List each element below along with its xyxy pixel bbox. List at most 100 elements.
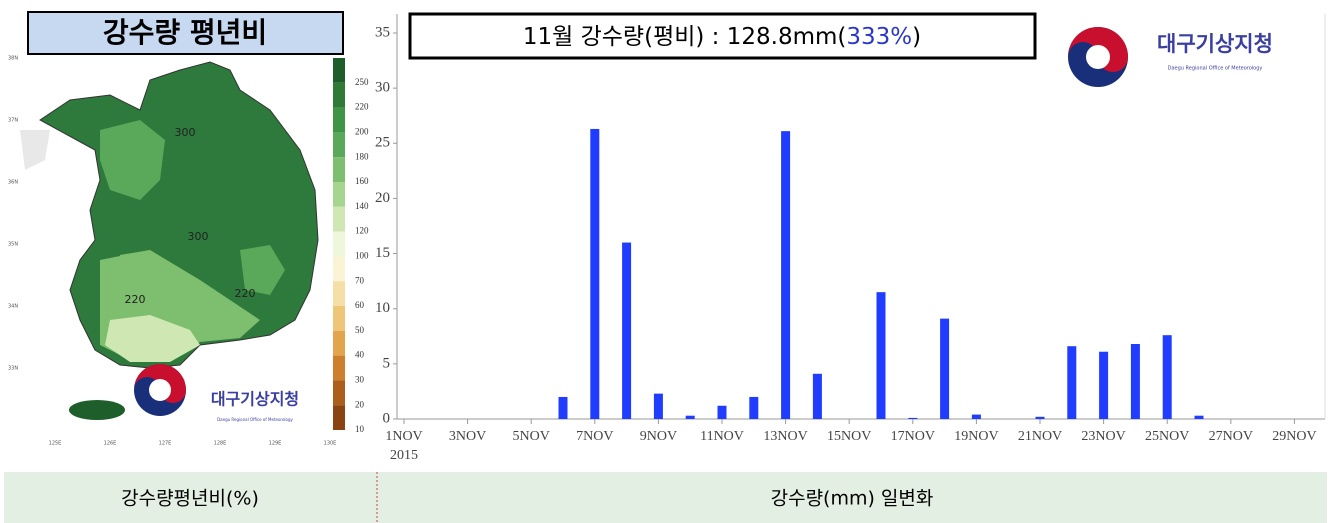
map-caption: 강수량평년비(%) <box>121 488 259 510</box>
bar <box>971 414 981 419</box>
colorbar-label: 10 <box>355 424 365 434</box>
y-tick-label: 0 <box>383 410 391 426</box>
bar <box>1130 344 1140 419</box>
caption-strip <box>4 472 1327 523</box>
x-tick-label: 9NOV <box>640 429 677 444</box>
y-tick-label: 15 <box>375 245 390 261</box>
colorbar-label: 40 <box>355 350 365 360</box>
map-logo-name: 대구기상지청 <box>211 390 299 409</box>
bar <box>1194 415 1204 419</box>
lon-label: 127E <box>159 441 172 447</box>
bar <box>812 373 822 419</box>
y-tick-label: 35 <box>375 24 390 40</box>
bar <box>908 417 918 419</box>
lat-label: 33N <box>8 366 18 372</box>
colorbar-swatch <box>333 330 345 356</box>
x-tick-label: 19NOV <box>954 429 998 444</box>
lon-label: 129E <box>269 441 282 447</box>
chart-title-close: ) <box>912 24 921 50</box>
colorbar-label: 60 <box>355 300 365 310</box>
colorbar-swatch <box>333 405 345 430</box>
colorbar-swatch <box>333 132 345 158</box>
bar <box>717 405 727 419</box>
bar <box>653 393 663 419</box>
y-tick-label: 20 <box>375 190 390 206</box>
x-tick-label: 29NOV <box>1272 429 1316 444</box>
x-tick-label: 15NOV <box>827 429 871 444</box>
map-logo-english: Daegu Regional Office of Meteorology <box>217 417 293 422</box>
map-title: 강수량 평년비 <box>103 16 267 49</box>
bar <box>1035 416 1045 419</box>
y-tick-label: 25 <box>375 135 390 151</box>
bar <box>1067 346 1077 419</box>
bar <box>749 396 759 419</box>
lon-label: 130E <box>324 441 337 447</box>
chart-logo <box>1068 27 1128 87</box>
y-tick-label: 30 <box>375 80 390 96</box>
bar <box>558 396 568 419</box>
x-tick-label: 25NOV <box>1145 429 1189 444</box>
bar <box>622 242 632 419</box>
bar <box>685 415 695 419</box>
colorbar-swatch <box>333 182 345 207</box>
x-tick-label: 7NOV <box>576 429 613 444</box>
x-tick-label: 11NOV <box>700 429 744 444</box>
lon-label: 125E <box>49 441 62 447</box>
bar <box>781 131 791 419</box>
y-tick-label: 5 <box>383 355 391 371</box>
colorbar-label: 70 <box>355 275 365 285</box>
bar <box>940 318 950 419</box>
contour-label: 220 <box>125 293 146 306</box>
lon-label: 126E <box>104 441 117 447</box>
x-tick-label: 27NOV <box>1209 429 1253 444</box>
contour-label: 300 <box>175 126 196 139</box>
bar <box>876 292 886 419</box>
chart-title-text: 11월 강수량(평비) : 128.8mm( <box>523 24 846 50</box>
chart-caption: 강수량(mm) 일변화 <box>771 488 934 510</box>
colorbar-swatch <box>333 256 345 282</box>
lat-label: 34N <box>8 304 18 310</box>
colorbar-swatch <box>333 107 345 133</box>
chart-title-highlight: 333% <box>846 24 912 50</box>
colorbar-label: 180 <box>355 151 369 161</box>
x-tick-label: 5NOV <box>513 429 550 444</box>
colorbar-swatch <box>333 82 345 108</box>
colorbar-swatch <box>333 206 345 232</box>
colorbar-swatch <box>333 157 345 182</box>
colorbar-swatch <box>333 380 345 406</box>
colorbar-label: 120 <box>355 226 369 236</box>
colorbar-swatch <box>333 355 345 381</box>
bar <box>590 128 600 419</box>
x-tick-label: 21NOV <box>1018 429 1062 444</box>
bar <box>1162 335 1172 419</box>
map-title-box <box>27 11 344 55</box>
colorbar-label: 250 <box>355 77 369 87</box>
chart-title-box <box>408 12 1037 60</box>
x-tick-label: 17NOV <box>891 429 935 444</box>
colorbar-swatch <box>333 281 345 306</box>
bar <box>1099 351 1109 419</box>
chart-logo-english: Daegu Regional Office of Meteorology <box>1168 66 1263 72</box>
contour-label: 220 <box>235 287 256 300</box>
lat-label: 37N <box>8 118 18 124</box>
colorbar-label: 160 <box>355 176 369 186</box>
x-tick-label: 3NOV <box>449 429 486 444</box>
colorbar-label: 30 <box>355 374 365 384</box>
y-tick-label: 10 <box>375 300 390 316</box>
colorbar-swatch <box>333 58 345 83</box>
x-year-label: 2015 <box>390 448 418 463</box>
chart-title: 11월 강수량(평비) : 128.8mm(333%) <box>523 24 921 50</box>
colorbar-label: 200 <box>355 126 369 136</box>
colorbar-swatch <box>333 306 345 331</box>
map <box>20 61 319 420</box>
colorbar-swatch <box>333 231 345 257</box>
lat-label: 35N <box>8 242 18 248</box>
contour-label: 300 <box>188 230 209 243</box>
x-tick-label: 23NOV <box>1081 429 1125 444</box>
x-tick-label: 13NOV <box>763 429 807 444</box>
map-logo <box>134 364 186 416</box>
x-tick-label: 1NOV <box>385 429 422 444</box>
colorbar-label: 20 <box>355 399 365 409</box>
lat-label: 38N <box>8 56 18 62</box>
